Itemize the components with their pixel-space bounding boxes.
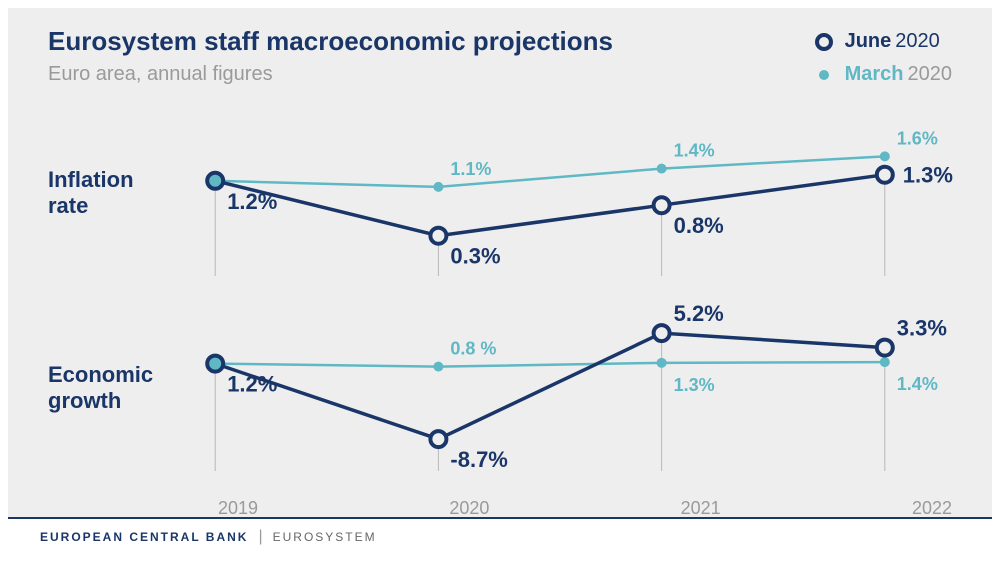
chart-label: Inflationrate [48,108,172,278]
x-tick: 2019 [218,498,258,519]
footer: EUROPEAN CENTRAL BANK | EUROSYSTEM [8,517,992,555]
chart-area: Inflationrate 1.1% 1.4% 1.6% 1.2% 0.3% 0.8% 1.3… [48,108,952,485]
chart-row: Inflationrate 1.1% 1.4% 1.6% 1.2% 0.3% 0.8% 1.3… [48,108,952,278]
chart-label: Economicgrowth [48,303,172,473]
data-label-june: 5.2% [674,301,724,326]
footer-separator: | [258,528,262,546]
dot-icon [819,70,829,80]
data-label-june: 1.3% [903,163,953,188]
data-label-june: 3.3% [897,316,947,341]
legend-march-year: 2020 [908,63,953,85]
x-tick: 2020 [449,498,489,519]
page-subtitle: Euro area, annual figures [48,63,613,86]
data-label-march: 1.3% [674,375,715,395]
title-block: Eurosystem staff macroeconomic projectio… [48,26,613,86]
data-label-march: 1.1% [450,159,491,179]
legend-june-year: 2020 [895,30,940,52]
page-title: Eurosystem staff macroeconomic projectio… [48,26,613,57]
chart-plot: 1.1% 1.4% 1.6% 1.2% 0.3% 0.8% 1.3% [172,108,952,278]
data-label-june: 1.2% [227,189,277,214]
chart-canvas: Eurosystem staff macroeconomic projectio… [8,8,992,555]
data-label-march: 0.8 % [450,339,496,359]
legend-june-month: June [845,30,892,52]
data-label-march: 1.4% [897,374,938,394]
data-label-march: 1.6% [897,128,938,148]
circle-open-icon [815,33,833,51]
data-label-march: 1.4% [674,141,715,161]
data-label-june: 0.8% [674,213,724,238]
x-tick: 2021 [681,498,721,519]
chart-plot: 0.8 % 1.3% 1.4% 1.2% -8.7% 5.2% 3.3% [172,303,952,473]
header: Eurosystem staff macroeconomic projectio… [48,26,952,86]
data-label-june: 0.3% [450,244,500,269]
legend: June2020 March2020 [815,30,952,86]
chart-row: Economicgrowth 0.8 % 1.3% 1.4% 1.2% -8.7% 5.2%… [48,303,952,473]
x-axis-labels: 2019 2020 2021 2022 [218,498,952,519]
legend-item-march: March2020 [815,63,952,86]
x-tick: 2022 [912,498,952,519]
footer-brand: EUROPEAN CENTRAL BANK [40,530,248,544]
legend-march-month: March [845,63,904,85]
data-label-june: -8.7% [450,447,507,472]
legend-item-june: June2020 [815,30,940,53]
data-label-june: 1.2% [227,372,277,397]
footer-subbrand: EUROSYSTEM [273,530,377,544]
